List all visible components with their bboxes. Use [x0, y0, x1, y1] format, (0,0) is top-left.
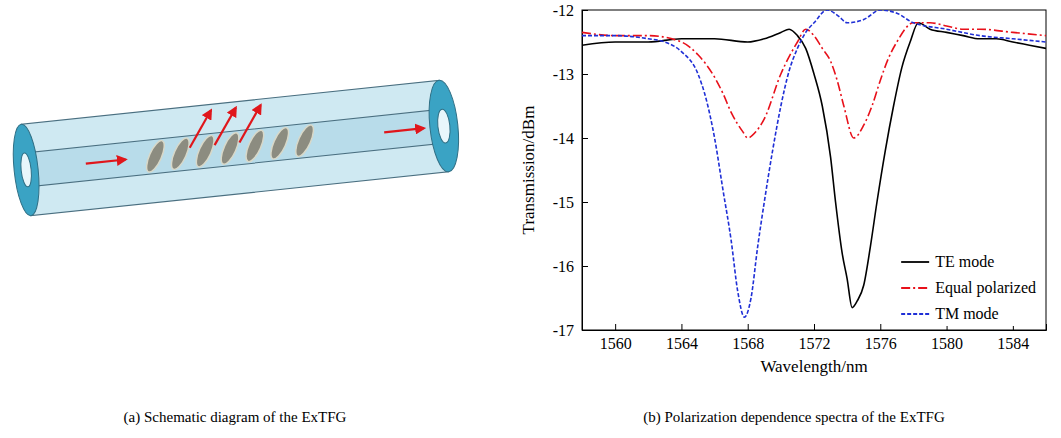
tick: -17 — [553, 322, 588, 339]
series-line — [582, 23, 1046, 308]
tick-mark — [582, 266, 588, 267]
tick-label: -13 — [553, 66, 574, 83]
fiber-end — [425, 79, 462, 173]
tick: 1564 — [666, 324, 698, 352]
tick: -15 — [553, 194, 588, 211]
light-arrow — [236, 105, 265, 142]
legend-background — [897, 250, 1040, 326]
cladding — [21, 80, 448, 215]
tick-label: -12 — [553, 2, 574, 19]
x-axis-title: Wavelength/nm — [760, 357, 867, 376]
series-line — [582, 23, 1046, 138]
tick: 1584 — [997, 324, 1029, 352]
tick-mark — [582, 330, 588, 331]
grating-plane — [267, 125, 292, 161]
light-arrow — [186, 110, 215, 147]
tick: 1568 — [732, 324, 764, 352]
core-end — [19, 153, 32, 188]
tick: -14 — [553, 130, 588, 147]
legend-label: TM mode — [935, 305, 999, 322]
tick-label: -15 — [553, 194, 574, 211]
tick: -16 — [553, 258, 588, 275]
light-arrow — [211, 108, 240, 145]
legend: TE mode Equal polarized TM mode — [897, 250, 1040, 326]
light-arrow — [86, 159, 126, 163]
grating-plane — [143, 138, 168, 174]
tick-label: -14 — [553, 130, 574, 147]
x-axis: 1560 1564 1568 1572 1576 1580 1584 — [583, 324, 1047, 352]
grating-plane — [218, 131, 243, 167]
fiber-end — [9, 123, 42, 217]
tick: 1580 — [931, 324, 963, 352]
core-end — [436, 109, 451, 144]
light-arrow — [384, 128, 424, 132]
tick-label: 1564 — [666, 335, 698, 352]
tick: 1560 — [600, 324, 632, 352]
grating-plane — [242, 128, 267, 164]
grating-plane — [168, 136, 193, 172]
tick-mark — [582, 138, 588, 139]
tick-label: 1568 — [732, 335, 764, 352]
axis-line — [583, 11, 589, 331]
tick-label: 1580 — [931, 335, 963, 352]
tick: -13 — [553, 66, 588, 83]
tick-label: 1560 — [600, 335, 632, 352]
plot-frame — [582, 10, 1046, 330]
legend-label: Equal polarized — [935, 279, 1036, 297]
tick-mark — [582, 10, 588, 11]
legend-item: TE mode — [901, 253, 994, 270]
tick-mark — [814, 324, 815, 330]
grating-plane — [292, 123, 317, 159]
fiber-diagram — [9, 79, 462, 217]
legend-swatch — [901, 261, 929, 263]
y-axis-title: Transmission/dBm — [519, 106, 538, 235]
tick-mark — [615, 324, 616, 330]
tick: 1572 — [799, 324, 831, 352]
tick-mark — [582, 74, 588, 75]
legend-item: Equal polarized — [901, 279, 1036, 297]
legend-item: TM mode — [901, 305, 999, 322]
tick: -12 — [553, 2, 588, 19]
tick-mark — [880, 324, 881, 330]
tick-mark — [681, 324, 682, 330]
grating-plane — [193, 133, 218, 169]
caption: (a) Schematic diagram of the ExTFG — [124, 409, 347, 426]
tick-label: 1584 — [997, 335, 1029, 352]
core — [24, 109, 445, 187]
legend-swatch — [901, 287, 929, 289]
legend-label: TE mode — [935, 253, 994, 270]
tick-mark — [582, 202, 588, 203]
chart: 1560 1564 1568 1572 1576 1580 1584 -17 -16 -15 -14… — [519, 2, 1047, 376]
caption: (b) Polarization dependence spectra of t… — [643, 409, 945, 426]
y-axis: -17 -16 -15 -14 -13 -12 — [553, 2, 588, 339]
tick-label: 1576 — [865, 335, 897, 352]
tick-label: -17 — [553, 322, 574, 339]
figure: (a) Schematic diagram of the ExTFG156015… — [0, 0, 1061, 438]
tick-label: 1572 — [799, 335, 831, 352]
legend-swatch — [901, 313, 929, 315]
tick-mark — [748, 324, 749, 330]
tick-label: -16 — [553, 258, 574, 275]
tick: 1576 — [865, 324, 897, 352]
